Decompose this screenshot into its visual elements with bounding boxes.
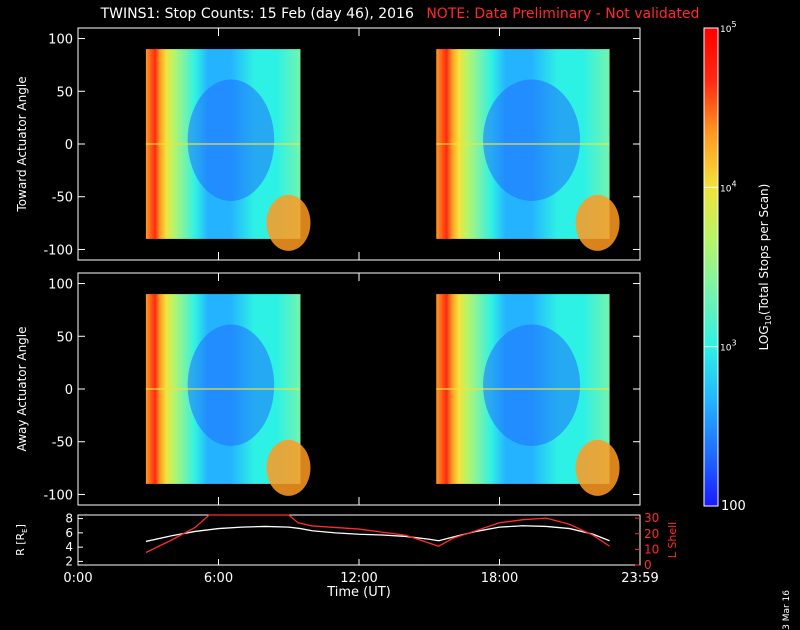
colorbar-label: LOG10(Total Stops per Scan) <box>757 184 773 351</box>
plot-title-main: TWINS1: Stop Counts: 15 Feb (day 46), 20… <box>100 6 414 22</box>
away-high-count-region-1 <box>575 439 620 496</box>
away-high-count-region-0 <box>266 439 311 496</box>
toward-ytick-label-2: 0 <box>65 138 73 153</box>
colorbar-tick-exp-0: 5 <box>731 20 736 29</box>
orbit-ylabel-left: R [RE] <box>14 524 29 556</box>
orbit-ytick-right-label-1: 10 <box>644 542 659 556</box>
orbit-ytick-right-label-0: 0 <box>644 558 652 572</box>
toward-panel: 100 50 0 -50 -100 Toward Actuator Angle <box>15 27 641 261</box>
away-low-count-region-0 <box>187 324 275 446</box>
colorbar-tick-label-3: 100 <box>721 499 746 514</box>
away-ytick-label-1: 50 <box>56 330 73 345</box>
colorbar-tick-label-2: 103 <box>720 339 737 354</box>
colorbar-ramp <box>703 27 719 507</box>
orbit-ytick-right-label-3: 30 <box>644 511 659 525</box>
plot-title: TWINS1: Stop Counts: 15 Feb (day 46), 20… <box>0 6 800 22</box>
orbit-ylabel-left-sub: E <box>21 528 29 532</box>
orbit-ylabel-left-end: ] <box>14 524 27 528</box>
orbit-ytick-left-label-3: 8 <box>65 512 73 526</box>
orbit-xtick-label-1: 6:00 <box>204 571 233 586</box>
colorbar-label-sub: 10 <box>764 315 773 325</box>
colorbar-label-pre: LOG <box>757 325 771 350</box>
colorbar-tick-exp-2: 3 <box>731 339 736 348</box>
colorbar-tick-base-1: 10 <box>720 184 732 194</box>
toward-zero-band-1 <box>436 143 610 145</box>
toward-low-count-region-1 <box>483 79 581 201</box>
away-low-count-region-1 <box>483 324 581 446</box>
orbit-ytick-left-label-2: 6 <box>65 526 73 540</box>
colorbar-tick-exp-1: 4 <box>731 179 736 188</box>
away-ylabel: Away Actuator Angle <box>15 326 29 451</box>
orbit-xlabel: Time (UT) <box>326 585 391 600</box>
away-ytick-label-3: -50 <box>52 436 73 451</box>
toward-ytick-label-1: 50 <box>56 85 73 100</box>
orbit-ylabel-right: L Shell <box>666 522 679 558</box>
away-panel: 100 50 0 -50 -100 Away Actuator Angle <box>15 272 641 506</box>
twins-stop-counts-plot: TWINS1: Stop Counts: 15 Feb (day 46), 20… <box>0 6 800 630</box>
toward-ytick-label-3: -50 <box>52 191 73 206</box>
orbit-xtick-label-2: 12:00 <box>340 571 377 586</box>
toward-ytick-label-0: 100 <box>48 33 73 48</box>
orbit-ytick-right-label-2: 20 <box>644 527 659 541</box>
away-zero-band-0 <box>145 388 301 390</box>
colorbar-tick-base-2: 10 <box>720 344 732 354</box>
orbit-ylabel-left-main: R [R <box>14 532 27 555</box>
colorbar-tick-label-1: 104 <box>720 179 737 194</box>
away-ytick-label-4: -100 <box>43 488 73 503</box>
toward-ylabel: Toward Actuator Angle <box>15 76 29 212</box>
radius-series-line <box>145 525 610 543</box>
toward-ytick-label-4: -100 <box>43 243 73 258</box>
lshell-series-line <box>145 514 610 554</box>
generation-date: 3 Mar 16 <box>782 590 792 630</box>
away-ytick-label-2: 0 <box>65 383 73 398</box>
away-zero-band-1 <box>436 388 610 390</box>
orbit-panel-frame <box>77 514 641 566</box>
plot-title-note: NOTE: Data Preliminary - Not validated <box>426 6 700 22</box>
toward-high-count-region-1 <box>575 194 620 251</box>
orbit-ytick-left-label-0: 2 <box>65 554 73 568</box>
colorbar-label-post: (Total Stops per Scan) <box>757 184 771 315</box>
away-ytick-label-0: 100 <box>48 278 73 293</box>
orbit-xtick-label-3: 18:00 <box>481 571 518 586</box>
toward-low-count-region-0 <box>187 79 275 201</box>
colorbar-tick-base-0: 10 <box>720 25 732 35</box>
toward-zero-band-0 <box>145 143 301 145</box>
orbit-xtick-label-4: 23:59 <box>621 571 658 586</box>
toward-high-count-region-0 <box>266 194 311 251</box>
orbit-ytick-left-label-1: 4 <box>65 540 73 554</box>
colorbar-tick-label-0: 105 <box>720 20 737 35</box>
orbit-xtick-label-0: 0:00 <box>63 571 92 586</box>
